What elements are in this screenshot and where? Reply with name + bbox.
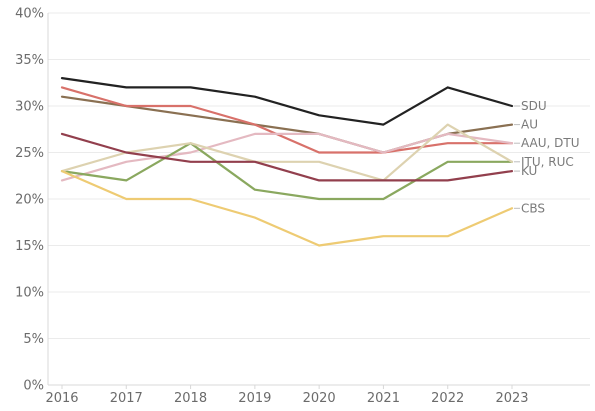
x-tick-label: 2022 <box>431 391 464 406</box>
x-tick-label: 2019 <box>238 391 271 406</box>
end-label: SDU <box>521 99 547 113</box>
x-tick-label: 2018 <box>174 391 207 406</box>
x-tick-label: 2016 <box>45 391 78 406</box>
y-tick-label: 5% <box>23 332 44 347</box>
series-line-6 <box>60 132 514 182</box>
grid <box>48 12 590 339</box>
series-line-2 <box>60 86 514 154</box>
y-tick-label: 40% <box>15 7 44 22</box>
x-tick-label: 2020 <box>303 391 336 406</box>
series-line-0 <box>60 76 514 126</box>
series-lines <box>60 76 514 247</box>
y-tick-label: 30% <box>15 100 44 115</box>
series-line-5 <box>60 123 514 182</box>
axes: 0% 5% 10% 15% 20% 25% 30% 35% 40% 2016 2017 2018 201… <box>15 7 590 406</box>
series-line-7 <box>60 170 514 247</box>
y-tick-label: 10% <box>15 286 44 301</box>
series-line-3 <box>60 132 514 182</box>
end-label: ITU, RUC <box>521 155 574 169</box>
y-tick-label: 20% <box>15 193 44 208</box>
end-label: AAU, DTU <box>521 136 580 150</box>
y-tick-label: 15% <box>15 239 44 254</box>
y-tick-label: 0% <box>23 379 44 394</box>
x-tick-label: 2023 <box>495 391 528 406</box>
end-label: CBS <box>521 201 545 215</box>
x-tick-label: 2017 <box>110 391 143 406</box>
end-label: KU <box>521 164 537 178</box>
x-tick-label: 2021 <box>367 391 400 406</box>
y-tick-label: 35% <box>15 53 44 68</box>
end-label: AU <box>521 118 538 132</box>
y-tick-label: 25% <box>15 146 44 161</box>
series-line-4 <box>60 142 514 201</box>
